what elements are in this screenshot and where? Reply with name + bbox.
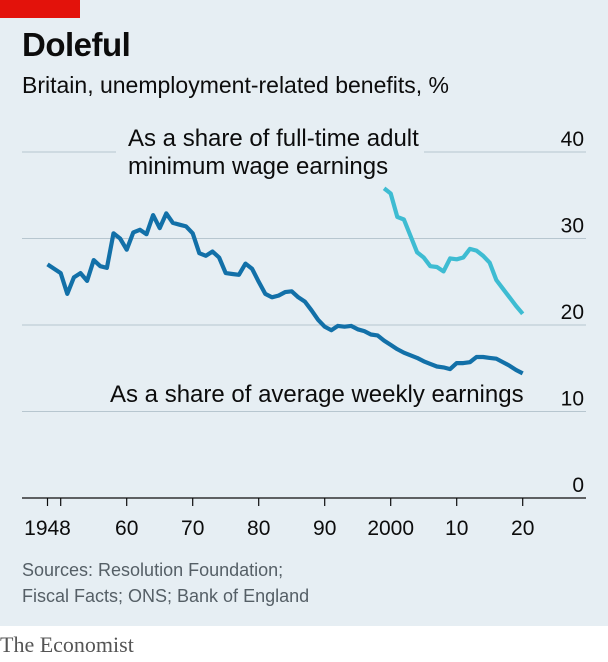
x-tick-label: 20: [511, 517, 534, 540]
x-tick-label: 70: [181, 517, 204, 540]
series-label: As a share of full-time adult: [128, 125, 419, 152]
line-chart: 0 10 20 30 40 1948 60 70 80 90 2000 10 20 As a shar…: [22, 125, 586, 540]
chart-title: Doleful: [22, 26, 131, 63]
chart-subtitle: Britain, unemployment-related benefits, …: [22, 72, 449, 98]
chart-panel: Doleful Britain, unemployment-related be…: [0, 0, 608, 626]
source-line-2: Fiscal Facts; ONS; Bank of England: [22, 586, 310, 606]
x-tick-label: 2000: [367, 517, 414, 540]
y-tick-label: 40: [561, 128, 584, 151]
y-tick-label: 20: [561, 301, 584, 324]
x-tick-label: 10: [445, 517, 468, 540]
source-line-1: Sources: Resolution Foundation;: [22, 560, 284, 580]
x-axis: 1948 60 70 80 90 2000 10 20: [24, 498, 534, 540]
series-lines: [46, 186, 525, 376]
y-tick-label: 0: [572, 474, 584, 497]
series-label: minimum wage earnings: [128, 153, 388, 180]
brand-red-tag: [0, 0, 80, 18]
publisher-logo: The Economist: [0, 632, 134, 657]
x-tick-label: 90: [313, 517, 336, 540]
x-tick-label: 1948: [24, 517, 71, 540]
gridlines: 0 10 20 30 40: [22, 128, 586, 499]
y-tick-label: 10: [561, 388, 584, 411]
series-line-minimum-wage: [382, 186, 525, 316]
series-line-average-earnings: [46, 211, 524, 376]
x-tick-label: 60: [115, 517, 138, 540]
series-label: As a share of average weekly earnings: [110, 381, 524, 408]
x-tick-label: 80: [247, 517, 270, 540]
y-tick-label: 30: [561, 215, 584, 238]
